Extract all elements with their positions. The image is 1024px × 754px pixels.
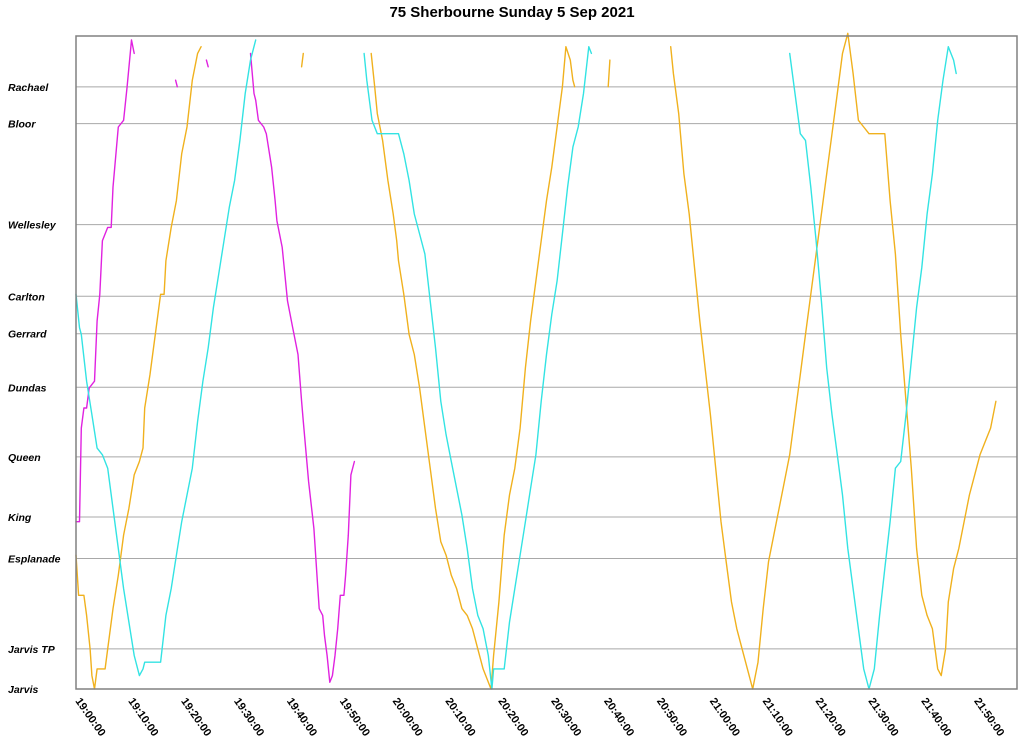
y-label-queen: Queen xyxy=(8,452,41,464)
y-label-dundas: Dundas xyxy=(8,382,47,394)
x-tick-label: 20:30:00 xyxy=(548,696,583,739)
series-layer xyxy=(75,32,997,690)
x-tick-label: 20:00:00 xyxy=(390,696,425,739)
series-2-trip-0 xyxy=(75,39,257,677)
series-2-trip-2 xyxy=(789,46,957,690)
series-1-trip-2 xyxy=(370,46,576,690)
y-label-gerrard: Gerrard xyxy=(8,329,47,341)
series-1-trip-1 xyxy=(300,52,304,68)
x-tick-label: 19:00:00 xyxy=(73,696,108,739)
y-label-jarvis-tp: Jarvis TP xyxy=(8,644,56,656)
series-1-trip-4 xyxy=(670,32,997,690)
x-tick-label: 19:50:00 xyxy=(337,696,372,739)
series-0 xyxy=(75,39,356,683)
chart-title: 75 Sherbourne Sunday 5 Sep 2021 xyxy=(389,4,635,21)
x-tick-label: 21:10:00 xyxy=(760,696,795,739)
y-label-bloor: Bloor xyxy=(8,119,36,131)
series-1-trip-0 xyxy=(75,46,202,690)
series-0-trip-2 xyxy=(205,59,209,68)
series-2-trip-1 xyxy=(363,46,593,690)
x-tick-label: 21:20:00 xyxy=(813,696,848,739)
x-tick-label: 19:40:00 xyxy=(284,696,319,739)
series-2 xyxy=(75,39,957,690)
y-axis-stop-labels: Rachael Bloor Wellesley Carlton Gerrard Dunda… xyxy=(8,82,61,696)
x-tick-label: 20:20:00 xyxy=(495,696,530,739)
series-0-trip-0 xyxy=(75,39,135,523)
series-0-trip-1 xyxy=(174,79,179,88)
x-tick-label: 21:00:00 xyxy=(707,696,742,739)
x-tick-label: 19:10:00 xyxy=(125,696,160,739)
y-label-esplanade: Esplanade xyxy=(8,554,61,566)
y-label-king: King xyxy=(8,512,32,524)
plot-frame xyxy=(75,35,1018,690)
y-label-rachael: Rachael xyxy=(8,82,49,94)
x-tick-label: 19:20:00 xyxy=(178,696,213,739)
x-tick-label: 21:40:00 xyxy=(918,696,953,739)
series-1-trip-3 xyxy=(607,59,611,88)
x-tick-label: 20:10:00 xyxy=(443,696,478,739)
x-tick-label: 20:50:00 xyxy=(654,696,689,739)
y-label-wellesley: Wellesley xyxy=(8,220,57,232)
x-tick-label: 21:50:00 xyxy=(971,696,1006,739)
series-1 xyxy=(75,32,997,690)
y-label-carlton: Carlton xyxy=(8,291,45,303)
x-tick-label: 21:30:00 xyxy=(866,696,901,739)
series-0-trip-3 xyxy=(249,52,356,683)
y-label-jarvis: Jarvis xyxy=(8,684,39,696)
x-tick-label: 20:40:00 xyxy=(601,696,636,739)
x-tick-label: 19:30:00 xyxy=(231,696,266,739)
grid-layer xyxy=(76,86,1017,690)
x-axis-tick-labels: 19:00:00 19:10:00 19:20:00 19:30:00 19:40:00… xyxy=(73,696,1007,739)
